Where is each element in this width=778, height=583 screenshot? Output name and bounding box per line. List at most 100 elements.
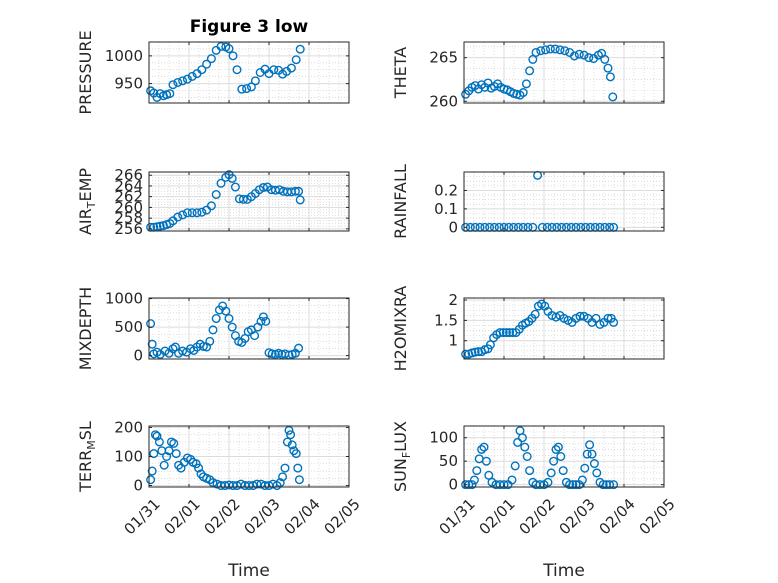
y-tick-label: 100 xyxy=(429,429,458,447)
data-point xyxy=(477,444,487,454)
x-axis-label: Time xyxy=(542,561,585,581)
x-tick-label: 02/02 xyxy=(515,495,558,538)
x-tick-label: 02/05 xyxy=(320,495,363,538)
data-point xyxy=(202,59,212,69)
data-point xyxy=(155,221,165,231)
data-point xyxy=(194,463,204,473)
y-tick-label: 260 xyxy=(429,92,458,110)
data-point xyxy=(513,437,523,447)
data-point xyxy=(154,437,164,447)
y-tick-label: 1000 xyxy=(105,290,143,308)
y-tick-label: 200 xyxy=(114,418,143,436)
data-point xyxy=(197,65,207,75)
data-point xyxy=(216,178,226,188)
data-point xyxy=(530,309,540,319)
data-point xyxy=(587,449,597,459)
data-point xyxy=(536,46,546,56)
y-axis-label: AIRTEMP xyxy=(76,168,98,235)
data-point xyxy=(545,44,555,54)
data-point xyxy=(147,466,157,476)
data-point xyxy=(208,478,218,488)
data-point xyxy=(211,190,221,200)
y-tick-label: 0 xyxy=(448,476,458,494)
data-point xyxy=(521,79,531,89)
data-point xyxy=(556,452,566,462)
data-point xyxy=(518,88,528,98)
data-point xyxy=(479,442,489,452)
data-point xyxy=(284,425,294,435)
data-point xyxy=(499,480,509,490)
data-point xyxy=(541,45,551,55)
data-point xyxy=(208,325,218,335)
data-point xyxy=(221,306,231,316)
x-tick-label: 02/04 xyxy=(280,495,323,538)
data-point xyxy=(205,336,215,346)
axes-rainfall: 00.10.2 RAINFALL xyxy=(391,164,665,239)
data-point xyxy=(278,472,288,482)
data-point xyxy=(162,452,172,462)
data-point xyxy=(551,444,561,454)
data-point xyxy=(585,440,595,450)
data-point xyxy=(510,461,520,471)
y-tick-label: 262 xyxy=(114,188,143,206)
y-tick-label: 0 xyxy=(133,347,143,365)
data-point xyxy=(498,328,508,338)
y-tick-label: 1 xyxy=(448,332,458,350)
data-point xyxy=(605,480,615,490)
data-point xyxy=(178,210,188,220)
data-point xyxy=(565,480,575,490)
x-tick-label: 02/02 xyxy=(200,495,243,538)
data-point xyxy=(469,475,479,485)
data-point xyxy=(227,322,237,332)
data-point xyxy=(295,195,305,205)
data-point xyxy=(146,475,156,485)
x-tick-label: 01/31 xyxy=(120,495,163,538)
data-point xyxy=(291,449,301,459)
data-point xyxy=(558,466,568,476)
data-point xyxy=(232,65,242,75)
data-point xyxy=(461,480,471,490)
axes-box xyxy=(463,171,665,232)
data-point xyxy=(282,437,292,447)
data-point xyxy=(173,212,183,222)
data-point xyxy=(150,430,160,440)
data-point xyxy=(470,347,480,357)
y-tick-label: 264 xyxy=(114,177,143,195)
y-axis-label: MIXDEPTH xyxy=(76,287,95,370)
y-tick-label: 258 xyxy=(114,209,143,227)
data-point xyxy=(495,328,505,338)
data-point xyxy=(569,51,579,61)
data-point xyxy=(237,84,247,94)
data-point xyxy=(165,89,175,99)
data-point xyxy=(206,54,216,64)
axes-box xyxy=(463,41,665,104)
data-point xyxy=(256,316,266,326)
data-point xyxy=(228,51,238,61)
data-point xyxy=(560,46,570,56)
y-axis-label: THETA xyxy=(391,47,410,99)
data-point xyxy=(169,438,179,448)
y-tick-label: 50 xyxy=(439,452,458,470)
data-point xyxy=(230,182,240,192)
data-point xyxy=(461,349,471,359)
data-point xyxy=(258,183,268,193)
data-point xyxy=(173,77,183,87)
data-point xyxy=(293,463,303,473)
data-point xyxy=(584,53,594,63)
y-tick-label: 265 xyxy=(429,49,458,67)
x-tick-label: 02/03 xyxy=(555,495,598,538)
y-tick-label: 266 xyxy=(114,166,143,184)
axes-box xyxy=(148,297,350,360)
data-point xyxy=(216,41,226,51)
y-tick-label: 1000 xyxy=(105,47,143,65)
data-point xyxy=(598,480,608,490)
data-point xyxy=(568,480,578,490)
data-point xyxy=(481,456,491,466)
data-point xyxy=(591,313,601,323)
data-point xyxy=(295,44,305,54)
data-point xyxy=(294,186,304,196)
data-point xyxy=(603,63,613,73)
data-point xyxy=(517,433,527,443)
